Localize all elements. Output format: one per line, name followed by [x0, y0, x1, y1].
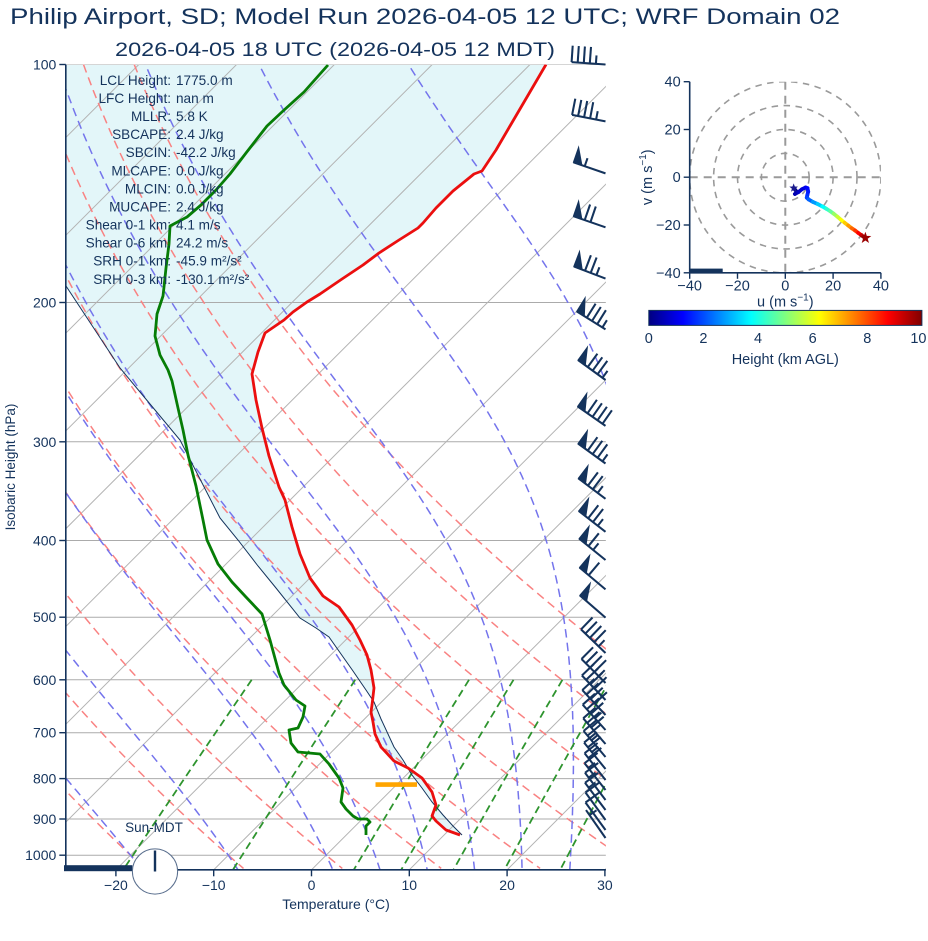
- svg-text:200: 200: [33, 295, 57, 311]
- svg-text:400: 400: [33, 533, 57, 549]
- svg-text:LFC Height:: LFC Height:: [98, 91, 171, 106]
- svg-text:300: 300: [33, 434, 57, 450]
- svg-text:SBCAPE:: SBCAPE:: [112, 127, 171, 142]
- svg-text:-42.2 J/kg: -42.2 J/kg: [176, 145, 236, 160]
- svg-text:30: 30: [597, 877, 613, 893]
- svg-text:MLLR:: MLLR:: [131, 109, 171, 124]
- svg-text:0: 0: [645, 331, 653, 347]
- svg-text:Sun-MDT: Sun-MDT: [125, 820, 183, 835]
- svg-text:MLCAPE:: MLCAPE:: [111, 163, 171, 178]
- svg-text:-130.1 m²/s²: -130.1 m²/s²: [176, 272, 250, 287]
- svg-text:SRH 0-1 km:: SRH 0-1 km:: [93, 254, 171, 269]
- svg-text:1775.0 m: 1775.0 m: [176, 73, 233, 88]
- svg-text:0: 0: [781, 278, 789, 294]
- svg-text:4: 4: [754, 331, 762, 347]
- svg-text:40: 40: [665, 75, 681, 91]
- svg-text:LCL Height:: LCL Height:: [100, 73, 171, 88]
- svg-text:−10: −10: [202, 877, 226, 893]
- svg-text:600: 600: [33, 672, 57, 688]
- svg-text:0.0 J/kg: 0.0 J/kg: [176, 163, 224, 178]
- svg-text:-45.9 m²/s²: -45.9 m²/s²: [176, 254, 242, 269]
- svg-text:100: 100: [33, 57, 57, 73]
- svg-text:nan m: nan m: [176, 91, 214, 106]
- svg-text:40: 40: [873, 278, 889, 294]
- svg-text:0: 0: [308, 877, 316, 893]
- svg-text:2026-04-05 18 UTC (2026-04-05: 2026-04-05 18 UTC (2026-04-05 12 MDT): [115, 40, 555, 61]
- svg-text:700: 700: [33, 725, 57, 741]
- svg-text:2.4 J/kg: 2.4 J/kg: [176, 127, 224, 142]
- svg-text:10: 10: [402, 877, 418, 893]
- svg-text:SRH 0-3 km:: SRH 0-3 km:: [93, 272, 171, 287]
- svg-text:−40: −40: [677, 278, 702, 294]
- svg-text:−20: −20: [656, 218, 681, 234]
- svg-text:24.2 m/s: 24.2 m/s: [176, 236, 228, 251]
- svg-text:SBCIN:: SBCIN:: [126, 145, 171, 160]
- svg-text:20: 20: [665, 123, 681, 139]
- svg-text:MUCAPE:: MUCAPE:: [109, 200, 171, 215]
- svg-text:1000: 1000: [25, 847, 56, 863]
- svg-text:MLCIN:: MLCIN:: [125, 181, 171, 196]
- svg-text:6: 6: [809, 331, 817, 347]
- svg-text:Temperature (°C): Temperature (°C): [282, 896, 390, 912]
- svg-text:20: 20: [825, 278, 841, 294]
- svg-text:500: 500: [33, 609, 57, 625]
- svg-text:0: 0: [673, 170, 681, 186]
- svg-text:Isobaric Height (hPa): Isobaric Height (hPa): [3, 404, 18, 531]
- svg-text:2: 2: [699, 331, 707, 347]
- svg-text:10: 10: [910, 331, 926, 347]
- svg-text:Philip Airport, SD; Model Run: Philip Airport, SD; Model Run 2026-04-05…: [10, 4, 840, 29]
- svg-text:20: 20: [499, 877, 515, 893]
- svg-text:0.0 J/kg: 0.0 J/kg: [176, 181, 224, 196]
- svg-text:Height (km AGL): Height (km AGL): [732, 352, 839, 368]
- svg-text:−20: −20: [104, 877, 128, 893]
- svg-text:4.1 m/s: 4.1 m/s: [176, 218, 221, 233]
- svg-text:Shear 0-6 km:: Shear 0-6 km:: [86, 236, 171, 251]
- svg-text:2.4 J/kg: 2.4 J/kg: [176, 200, 224, 215]
- svg-text:−20: −20: [725, 278, 750, 294]
- svg-text:5.8 K: 5.8 K: [176, 109, 208, 124]
- svg-text:8: 8: [863, 331, 871, 347]
- svg-text:Shear 0-1 km:: Shear 0-1 km:: [86, 218, 171, 233]
- svg-text:800: 800: [33, 771, 57, 787]
- svg-text:900: 900: [33, 811, 57, 827]
